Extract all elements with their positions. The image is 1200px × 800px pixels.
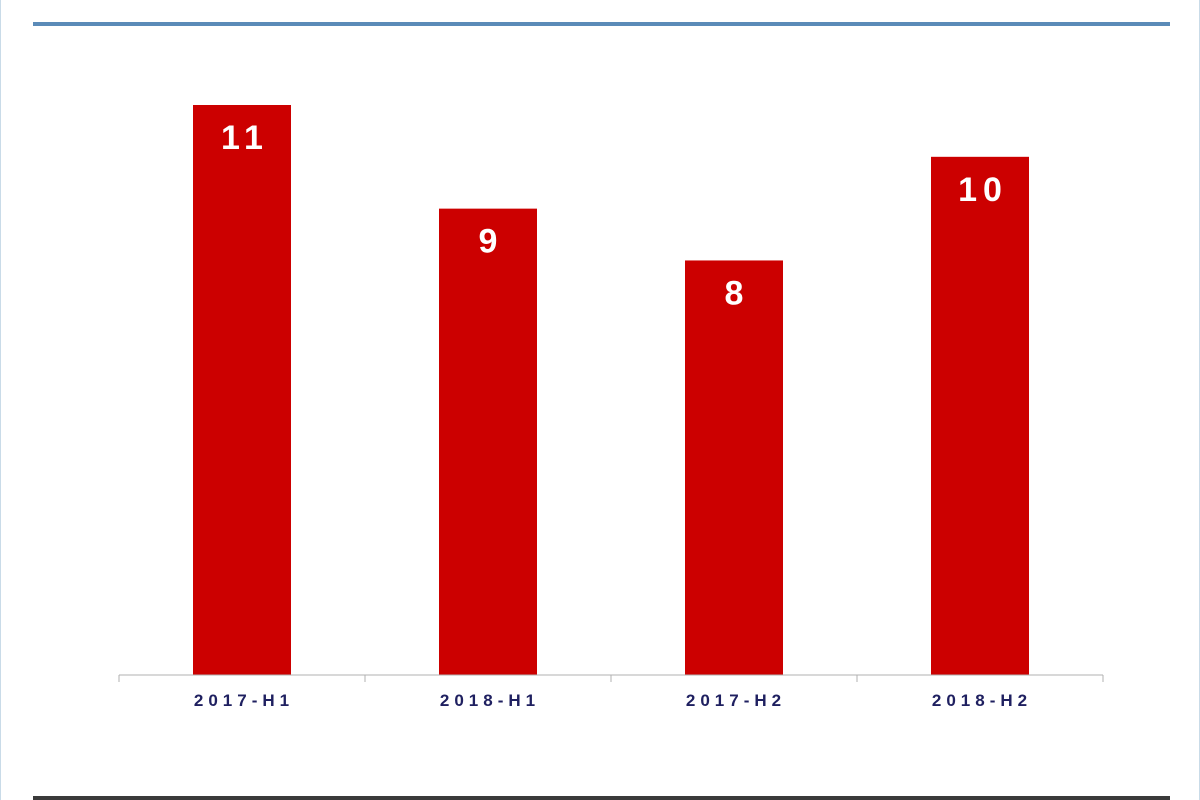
bottom-divider [33, 796, 1170, 800]
top-divider [33, 22, 1170, 26]
bar-2017-H2 [685, 260, 783, 675]
x-tick-label-2017-H1: 2017-H1 [194, 691, 294, 710]
data-label-2018-H1: 9 [479, 223, 504, 261]
data-label-2017-H1: 11 [221, 119, 269, 157]
x-tick-label-2018-H1: 2018-H1 [440, 691, 540, 710]
x-tick-label-2017-H2: 2017-H2 [686, 691, 786, 710]
bar-2018-H1 [439, 208, 537, 676]
x-tick-label-2018-H2: 2018-H2 [932, 691, 1032, 710]
data-label-2018-H2: 10 [958, 171, 1008, 209]
bar-2017-H1 [193, 105, 291, 675]
data-label-2017-H2: 8 [725, 274, 750, 312]
bar-2018-H2 [931, 156, 1029, 675]
